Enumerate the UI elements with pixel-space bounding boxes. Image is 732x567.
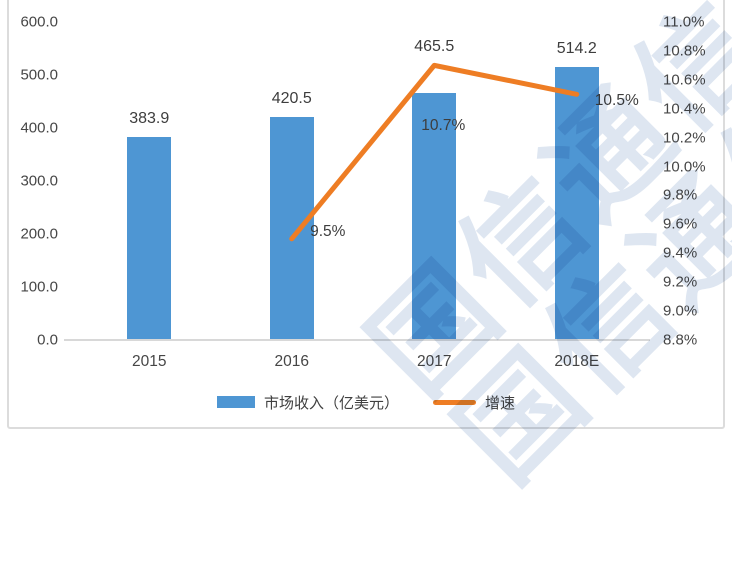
line-value-label: 10.7% (421, 117, 466, 135)
y-axis-right-tick: 9.6% (663, 215, 698, 233)
y-axis-left-tick: 0.0 (37, 331, 58, 349)
y-axis-left-tick: 200.0 (20, 225, 58, 243)
y-axis-right-tick: 9.0% (663, 302, 698, 320)
y-axis-left-tick: 400.0 (20, 119, 58, 137)
chart-root: { "watermark": { "text": "国信通信", "color"… (0, 0, 732, 506)
y-axis-left-tick: 500.0 (20, 66, 58, 84)
x-axis-category-label: 2016 (274, 353, 309, 370)
bar-value-label: 383.9 (129, 109, 170, 127)
y-axis-right-tick: 10.4% (663, 100, 706, 118)
revenue-bar (127, 136, 172, 340)
legend-label-growth: 增速 (485, 394, 516, 412)
y-axis-right-tick: 10.2% (663, 129, 706, 147)
legend: 市场收入（亿美元） 增速 (0, 392, 732, 412)
x-axis-category-label: 2018E (554, 353, 600, 370)
chart-frame (7, 0, 725, 429)
legend-item-revenue: 市场收入（亿美元） (216, 392, 399, 413)
y-axis-right-tick: 9.8% (663, 186, 698, 204)
y-axis-left-tick: 600.0 (20, 13, 58, 31)
x-axis-category-label: 2017 (417, 353, 452, 370)
y-axis-left-tick: 300.0 (20, 172, 58, 190)
y-axis-right-tick: 11.0% (663, 13, 705, 31)
line-value-label: 9.5% (310, 222, 346, 240)
bar-value-label: 514.2 (556, 40, 597, 58)
y-axis-right-tick: 10.6% (663, 71, 706, 89)
bar-value-label: 420.5 (271, 90, 312, 108)
x-axis-category-label: 2015 (132, 353, 167, 370)
y-axis-right-tick: 8.8% (663, 331, 698, 349)
y-axis-right-tick: 9.2% (663, 273, 698, 291)
y-axis-left-tick: 100.0 (20, 278, 58, 296)
revenue-bar-swatch-icon (216, 396, 255, 408)
bar-value-label: 465.5 (414, 38, 455, 56)
growth-line-swatch-icon (433, 399, 476, 405)
revenue-bar (269, 117, 314, 340)
y-axis-right-tick: 9.4% (663, 244, 698, 262)
y-axis-right-tick: 10.0% (663, 158, 706, 176)
y-axis-right-tick: 10.8% (663, 42, 706, 60)
x-axis-line (64, 339, 650, 341)
revenue-bar (554, 67, 599, 340)
legend-item-growth: 增速 (433, 392, 515, 413)
line-value-label: 10.5% (594, 92, 639, 110)
legend-label-revenue: 市场收入（亿美元） (263, 394, 399, 412)
